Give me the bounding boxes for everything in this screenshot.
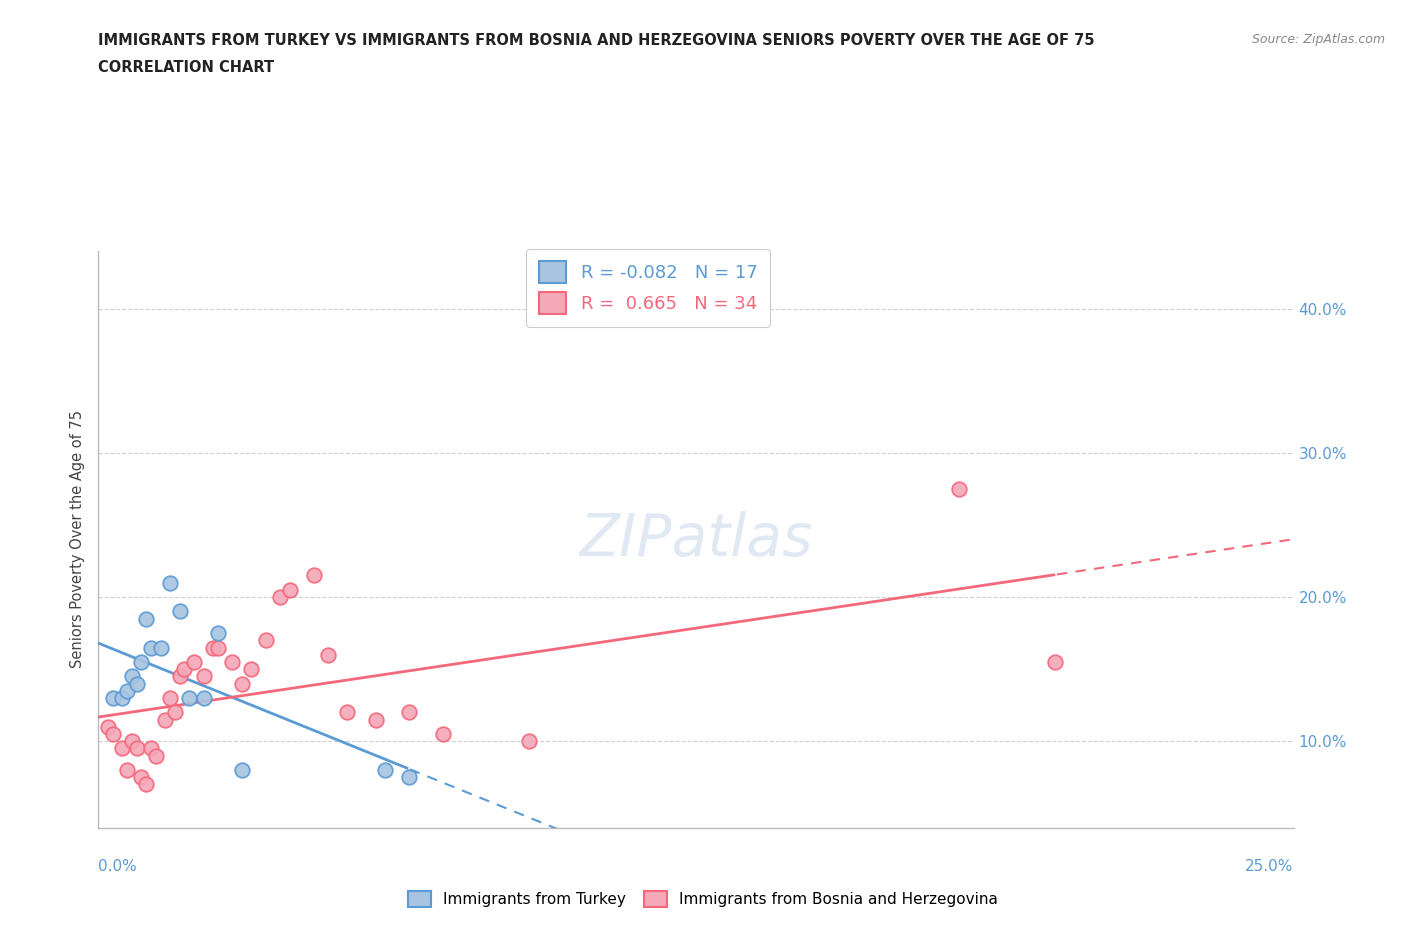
Point	[139, 741, 162, 756]
Point	[269, 590, 291, 604]
Point	[179, 690, 201, 705]
Point	[432, 726, 454, 741]
Point	[169, 669, 191, 684]
Point	[231, 676, 253, 691]
Point	[145, 748, 167, 763]
Point	[121, 734, 143, 749]
Text: Source: ZipAtlas.com: Source: ZipAtlas.com	[1251, 33, 1385, 46]
Text: IMMIGRANTS FROM TURKEY VS IMMIGRANTS FROM BOSNIA AND HERZEGOVINA SENIORS POVERTY: IMMIGRANTS FROM TURKEY VS IMMIGRANTS FRO…	[98, 33, 1095, 47]
Point	[97, 720, 120, 735]
Point	[398, 705, 420, 720]
Point	[125, 676, 148, 691]
Point	[115, 763, 138, 777]
Point	[374, 763, 396, 777]
Point	[207, 626, 229, 641]
Point	[121, 669, 143, 684]
Point	[163, 705, 186, 720]
Point	[1043, 655, 1066, 670]
Point	[125, 741, 148, 756]
Point	[159, 575, 181, 591]
Point	[115, 684, 138, 698]
Point	[173, 662, 195, 677]
Text: 0.0%: 0.0%	[98, 859, 138, 874]
Text: CORRELATION CHART: CORRELATION CHART	[98, 60, 274, 75]
Y-axis label: Seniors Poverty Over the Age of 75: Seniors Poverty Over the Age of 75	[70, 410, 86, 669]
Point	[131, 770, 153, 785]
Legend: R = -0.082   N = 17, R =  0.665   N = 34: R = -0.082 N = 17, R = 0.665 N = 34	[526, 248, 770, 327]
Point	[240, 662, 263, 677]
Point	[302, 568, 325, 583]
Point	[169, 604, 191, 619]
Point	[101, 690, 124, 705]
Point	[254, 632, 277, 647]
Point	[202, 640, 225, 655]
Point	[139, 640, 162, 655]
Point	[149, 640, 172, 655]
Point	[207, 640, 229, 655]
Point	[316, 647, 339, 662]
Point	[135, 777, 157, 792]
Point	[231, 763, 253, 777]
Legend: Immigrants from Turkey, Immigrants from Bosnia and Herzegovina: Immigrants from Turkey, Immigrants from …	[401, 884, 1005, 915]
Text: ZIPatlas: ZIPatlas	[579, 511, 813, 568]
Point	[948, 482, 970, 497]
Point	[135, 611, 157, 626]
Point	[221, 655, 243, 670]
Point	[131, 655, 153, 670]
Point	[517, 734, 540, 749]
Point	[193, 690, 215, 705]
Text: 25.0%: 25.0%	[1246, 859, 1294, 874]
Point	[398, 770, 420, 785]
Point	[183, 655, 205, 670]
Point	[155, 712, 177, 727]
Point	[193, 669, 215, 684]
Point	[159, 690, 181, 705]
Point	[364, 712, 387, 727]
Point	[111, 741, 134, 756]
Point	[278, 582, 301, 597]
Point	[111, 690, 134, 705]
Point	[101, 726, 124, 741]
Point	[336, 705, 359, 720]
